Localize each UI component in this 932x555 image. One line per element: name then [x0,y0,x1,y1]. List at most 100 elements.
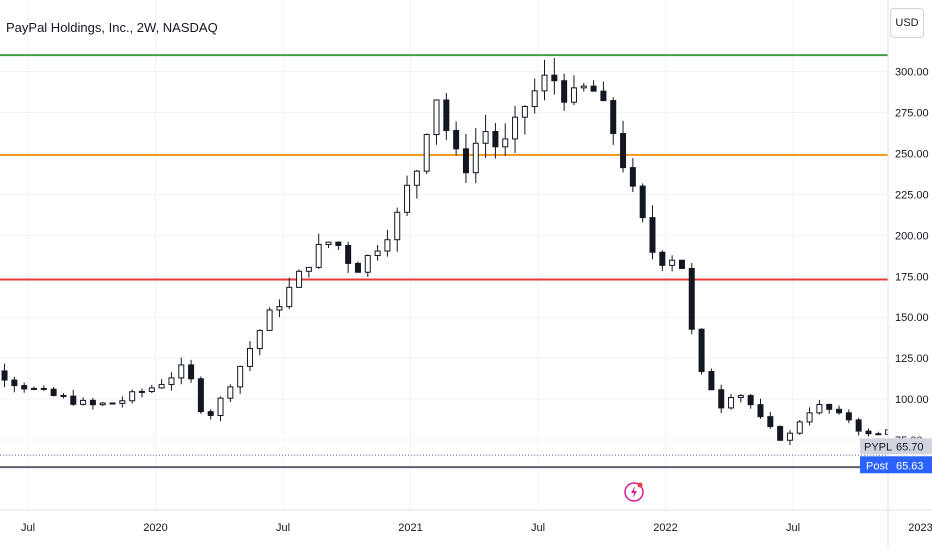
x-tick-label: 2023 [908,522,932,534]
candle-body [60,394,67,397]
candle-body [757,404,764,418]
candle-body [502,138,509,148]
event-marker[interactable] [624,482,644,502]
candle-body [570,87,577,103]
candle-body [845,412,852,421]
x-tick-label: Jul [786,522,800,534]
candle-body [600,90,607,102]
price-badges: PYPL 65.70 Post 65.63 [860,438,932,474]
y-tick-label: 175.00 [895,271,929,283]
last-price-symbol: PYPL [864,441,892,453]
candle-body [227,386,234,399]
y-tick-label: 300.00 [895,67,929,79]
candle-body [620,133,627,169]
candle-body [374,250,381,257]
candle-body [364,255,371,273]
last-price-badge [860,438,932,455]
candle-body [119,400,126,404]
candle-body [30,387,37,390]
candle-body [433,99,440,136]
candle-body [531,90,538,108]
candle-body [737,395,744,399]
candles [1,57,931,445]
candle-body [777,426,784,441]
candle-body [443,99,450,132]
candle-body [678,259,685,269]
post-price-value: 65.63 [896,460,924,472]
candle-body [659,251,666,266]
candle-body [129,391,136,402]
candle-body [286,286,293,308]
candle-body [541,74,548,92]
candle-body [237,365,244,388]
candle-body [158,383,165,389]
last-price-value: 65.70 [896,441,924,453]
y-tick-label: 200.00 [895,230,929,242]
candle-body [786,432,793,441]
candle-body [217,397,224,416]
y-tick-label: 125.00 [895,353,929,365]
post-price-badge [860,456,932,474]
candle-body [728,397,735,409]
candle-body [836,408,843,414]
candle-body [335,241,342,246]
candle-body [688,267,695,330]
candle-body [639,185,646,219]
candle-body [610,100,617,135]
candle-body [708,370,715,391]
candle-body [21,385,28,390]
candle-body [148,387,155,392]
candle-body [669,259,676,266]
notification-dot [637,482,643,488]
candle-body [404,184,411,213]
x-tick-label: 2020 [143,522,167,534]
candle-body [345,244,352,264]
candle-body [70,395,77,405]
y-tick-label: 150.00 [895,312,929,324]
candle-body [305,266,312,272]
horizontal-levels [0,54,888,469]
candle-body [747,395,754,406]
candle-body [178,364,185,379]
candle-body [826,403,833,410]
candle-body [482,131,489,144]
candle-body [453,130,460,150]
candle-body [1,370,8,381]
candle-body [423,134,430,172]
candle-body [256,329,263,350]
candle-body [855,419,862,432]
candle-body [50,388,57,396]
lightning-icon [631,486,637,498]
candle-body [315,244,322,268]
candle-body [806,412,813,423]
candle-body [99,402,106,406]
candle-body [816,403,823,414]
x-tick-label: 2022 [653,522,677,534]
candle-body [354,262,361,273]
candle-body [561,80,568,103]
candle-body [246,348,253,367]
currency-button[interactable]: USD [890,8,924,38]
post-price-label: Post [866,460,888,472]
candle-body [580,85,587,89]
candle-body [138,390,145,393]
chart-title: PayPal Holdings, Inc., 2W, NASDAQ [6,20,218,35]
candle-body [698,328,705,372]
x-tick-label: Jul [531,522,545,534]
candle-body [767,416,774,428]
candle-body [413,170,420,186]
y-tick-label: 225.00 [895,189,929,201]
y-tick-label: 100.00 [895,394,929,406]
candle-body [276,306,283,311]
candle-body [89,399,96,406]
candle-body [590,85,597,92]
candle-body [394,211,401,241]
candle-body [462,148,469,174]
candle-body [11,379,18,387]
x-tick-label: Jul [276,522,290,534]
y-tick-label: 250.00 [895,148,929,160]
candle-body [109,402,116,405]
candle-body [197,378,204,413]
